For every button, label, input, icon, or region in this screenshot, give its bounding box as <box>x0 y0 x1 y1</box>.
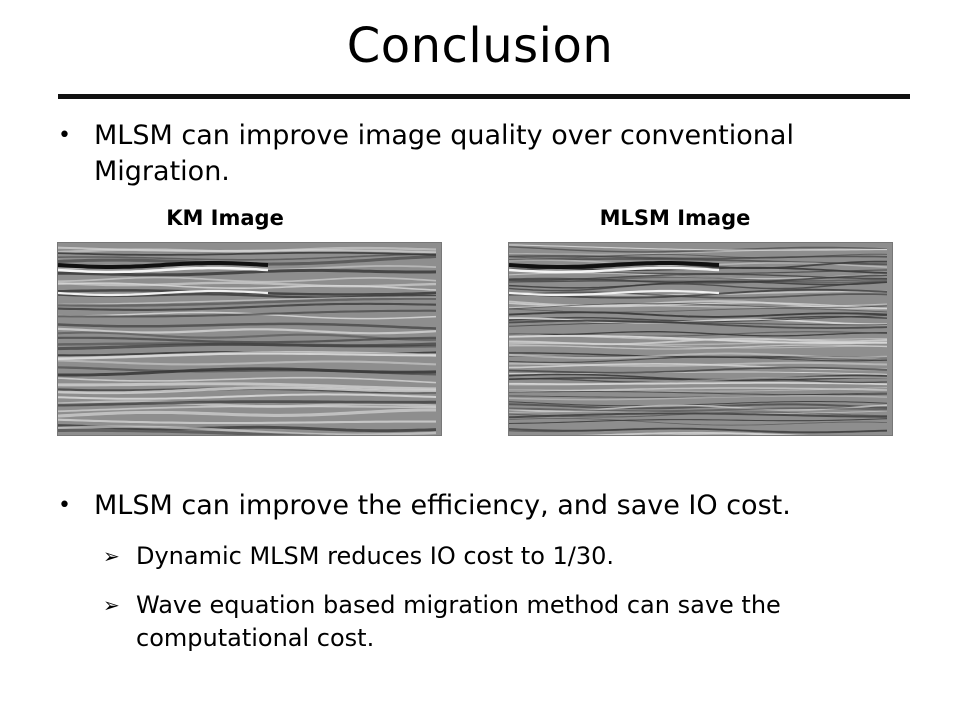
bullet-dot-icon: • <box>58 493 71 518</box>
km-seismic-image <box>57 242 442 436</box>
sub-bullet-wave-equation: ➢ Wave equation based migration method c… <box>103 589 848 655</box>
bullet-text: MLSM can improve image quality over conv… <box>94 120 794 187</box>
mlsm-seismic-image <box>508 242 893 436</box>
sub-bullet-io-cost: ➢ Dynamic MLSM reduces IO cost to 1/30. <box>103 540 883 573</box>
bullet-text: MLSM can improve the efficiency, and sav… <box>94 490 791 521</box>
title-underline <box>58 94 910 99</box>
bullet-image-quality: • MLSM can improve image quality over co… <box>58 118 878 190</box>
sub-bullet-text: Dynamic MLSM reduces IO cost to 1/30. <box>136 542 615 570</box>
sub-bullet-text: Wave equation based migration method can… <box>136 591 781 652</box>
arrow-bullet-icon: ➢ <box>103 593 120 617</box>
arrow-bullet-icon: ➢ <box>103 544 120 568</box>
mlsm-image-label: MLSM Image <box>599 206 751 230</box>
slide-title: Conclusion <box>346 18 614 74</box>
bullet-dot-icon: • <box>58 123 71 148</box>
km-image-label: KM Image <box>166 206 284 230</box>
bullet-efficiency: • MLSM can improve the efficiency, and s… <box>58 488 918 524</box>
